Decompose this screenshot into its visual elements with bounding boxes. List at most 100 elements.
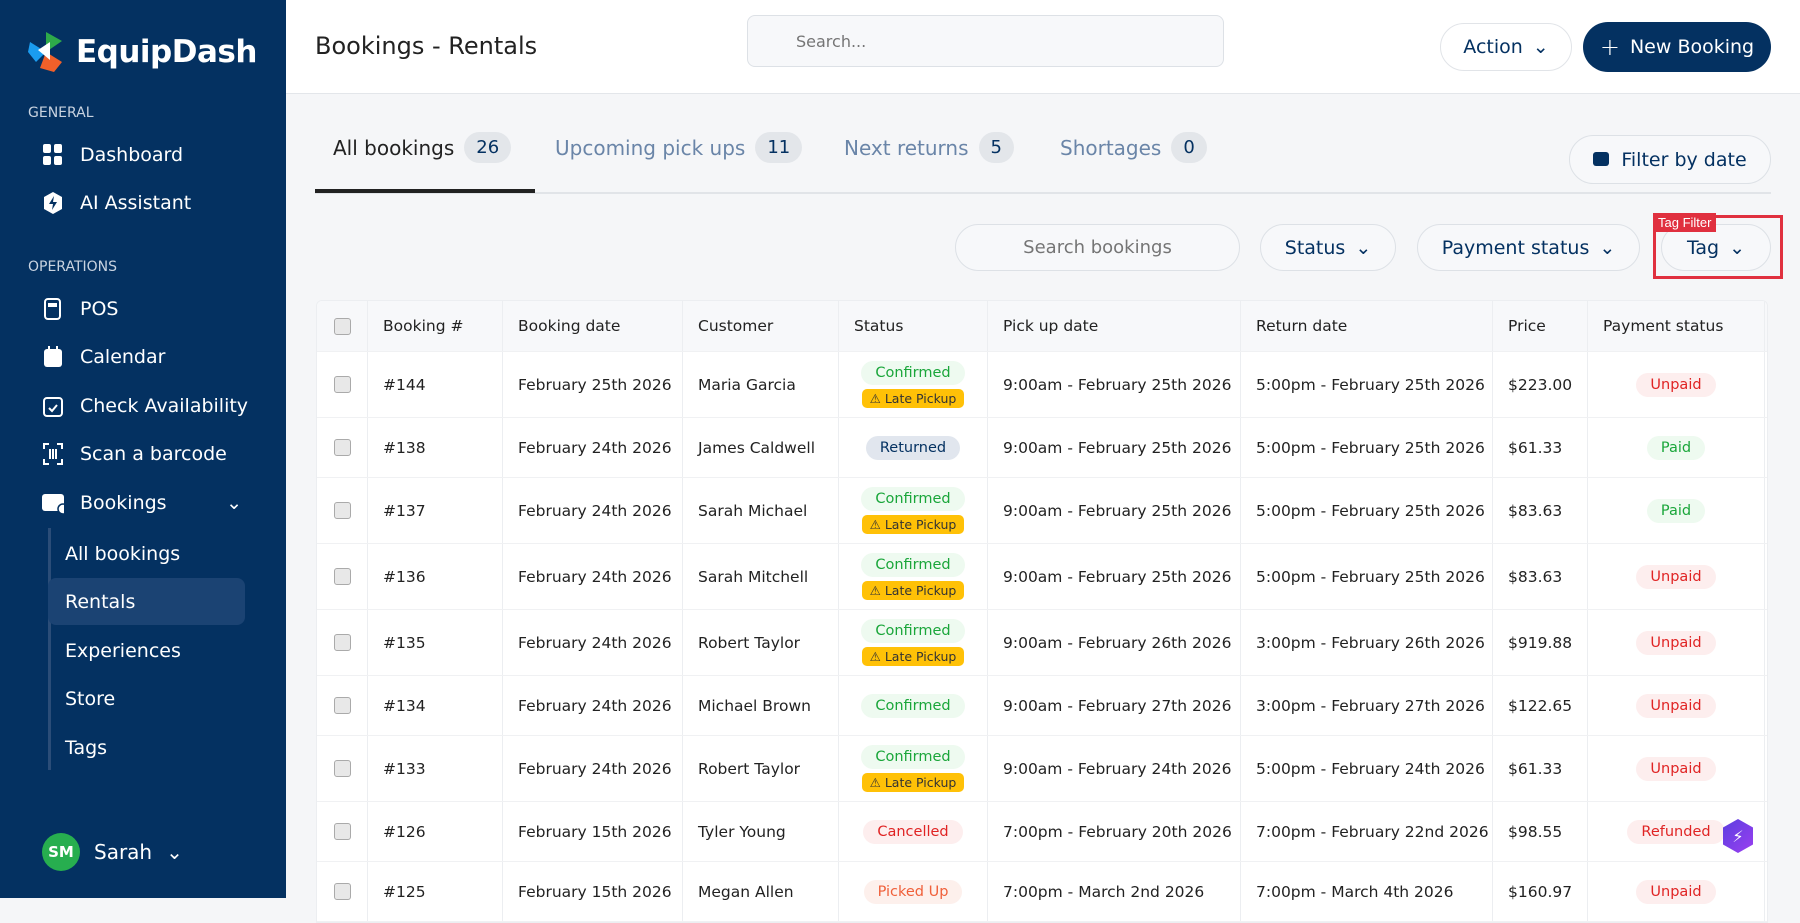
cell-customer: Sarah Michael	[683, 478, 839, 543]
cell-status: Confirmed	[839, 676, 988, 735]
column-header-customer: Customer	[683, 301, 839, 351]
sidebar-item-ai-assistant[interactable]: AI Assistant	[42, 192, 191, 214]
cell-return-date: 5:00pm - February 25th 2026	[1241, 418, 1493, 477]
status-badge: Confirmed	[861, 619, 965, 643]
cell-pickup-date: 7:00pm - February 20th 2026	[988, 802, 1241, 861]
row-checkbox[interactable]	[333, 439, 351, 456]
cell-price: $61.33	[1493, 736, 1588, 801]
sidebar-subitem-rentals[interactable]: Rentals	[48, 578, 245, 625]
cell-payment-status: Unpaid	[1588, 352, 1765, 417]
search-bookings-input[interactable]	[955, 224, 1240, 271]
sidebar-subitem-all-bookings[interactable]: All bookings	[65, 542, 181, 565]
chevron-down-icon: ⌄	[1729, 236, 1746, 259]
row-checkbox[interactable]	[333, 883, 351, 900]
cell-return-date: 3:00pm - February 26th 2026	[1241, 610, 1493, 675]
booking-number-text: #138	[383, 438, 426, 457]
sidebar-item-check-availability[interactable]: Check Availability	[42, 395, 248, 417]
cell-price: $122.65	[1493, 676, 1588, 735]
row-checkbox[interactable]	[333, 376, 351, 393]
highlight-label: Tag Filter	[1653, 213, 1717, 232]
new-booking-button[interactable]: + New Booking	[1583, 22, 1771, 72]
user-menu[interactable]: SM Sarah ⌄	[42, 833, 183, 871]
calendar-check-icon	[42, 395, 64, 417]
select-all-checkbox[interactable]	[333, 317, 351, 335]
booking-number-text: #126	[383, 822, 426, 841]
sidebar-subitem-tags[interactable]: Tags	[65, 736, 108, 759]
cell-payment-status: Unpaid	[1588, 544, 1765, 609]
cell-booking-date: February 24th 2026	[503, 736, 683, 801]
ai-assistant-fab-icon[interactable]: ⚡	[1723, 819, 1753, 853]
price-text: $919.88	[1508, 633, 1573, 652]
sidebar-subitem-store[interactable]: Store	[65, 687, 116, 710]
row-checkbox[interactable]	[333, 568, 351, 585]
sidebar-item-label: Bookings	[80, 492, 167, 514]
sidebar-item-scan-barcode[interactable]: Scan a barcode	[42, 443, 227, 465]
pos-terminal-icon	[42, 298, 64, 320]
row-checkbox[interactable]	[333, 823, 351, 840]
sidebar-subitem-experiences[interactable]: Experiences	[65, 639, 181, 662]
bookings-icon	[42, 492, 64, 514]
filter-by-date-button[interactable]: Filter by date	[1569, 135, 1771, 184]
table-row[interactable]: #134 February 24th 2026 Michael Brown Confi…	[317, 676, 1767, 736]
table-row[interactable]: #133 February 24th 2026 Robert Taylor Confi…	[317, 736, 1767, 802]
cell-status: Confirmed ⚠ Late Pickup	[839, 544, 988, 609]
tab-shortages[interactable]: Shortages 0	[1060, 132, 1207, 163]
cell-status: Confirmed ⚠ Late Pickup	[839, 478, 988, 543]
cell-return-date: 3:00pm - February 27th 2026	[1241, 676, 1493, 735]
sidebar-item-bookings[interactable]: Bookings ⌄	[42, 492, 242, 514]
cell-pickup-date: 9:00am - February 25th 2026	[988, 544, 1241, 609]
action-button[interactable]: Action ⌄	[1440, 23, 1572, 71]
table-row[interactable]: #144 February 25th 2026 Maria Garcia Confir…	[317, 352, 1767, 418]
logo[interactable]: EquipDash	[28, 32, 257, 72]
cell-booking-date: February 24th 2026	[503, 610, 683, 675]
status-badge: Picked Up	[863, 879, 963, 904]
table-row[interactable]: #126 February 15th 2026 Tyler Young Cancell…	[317, 802, 1767, 862]
tab-all-bookings[interactable]: All bookings 26	[333, 132, 512, 163]
filter-label: Status	[1284, 236, 1346, 259]
column-header-price: Price	[1493, 301, 1588, 351]
cell-payment-status: Refunded	[1588, 802, 1765, 861]
row-checkbox[interactable]	[333, 634, 351, 651]
table-row[interactable]: #138 February 24th 2026 James Caldwell Retu…	[317, 418, 1767, 478]
table-row[interactable]: #136 February 24th 2026 Sarah Mitchell Conf…	[317, 544, 1767, 610]
column-header-checkbox[interactable]	[317, 301, 368, 351]
global-search-input[interactable]	[747, 15, 1224, 67]
page-title: Bookings - Rentals	[315, 32, 538, 60]
sidebar-item-pos[interactable]: POS	[42, 298, 118, 320]
pickup-date-text: 9:00am - February 25th 2026	[1003, 567, 1232, 586]
cell-price: $83.63	[1493, 544, 1588, 609]
table-row[interactable]: #125 February 15th 2026 Megan Allen Picked …	[317, 862, 1767, 922]
cell-pickup-date: 7:00pm - March 2nd 2026	[988, 862, 1241, 921]
active-tab-indicator	[315, 189, 535, 193]
pickup-date-text: 7:00pm - February 20th 2026	[1003, 822, 1232, 841]
row-checkbox[interactable]	[333, 760, 351, 777]
filter-label: Tag	[1686, 236, 1720, 259]
cell-payment-status: Unpaid	[1588, 736, 1765, 801]
cell-price: $160.97	[1493, 862, 1588, 921]
payment-status-filter[interactable]: Payment status ⌄	[1417, 224, 1640, 271]
price-text: $83.63	[1508, 501, 1563, 520]
booking-number-text: #134	[383, 696, 426, 715]
customer-text: Robert Taylor	[698, 759, 801, 778]
sidebar-item-dashboard[interactable]: Dashboard	[42, 144, 183, 166]
cell-customer: Tyler Young	[683, 802, 839, 861]
price-text: $122.65	[1508, 696, 1573, 715]
customer-text: Tyler Young	[698, 822, 786, 841]
status-filter[interactable]: Status ⌄	[1260, 224, 1396, 271]
cell-booking-number: #125	[368, 862, 503, 921]
cell-booking-number: #134	[368, 676, 503, 735]
sidebar-item-calendar[interactable]: Calendar	[42, 346, 165, 368]
booking-number-text: #144	[383, 375, 426, 394]
tab-next-returns[interactable]: Next returns 5	[844, 132, 1014, 163]
booking-date-text: February 24th 2026	[518, 501, 672, 520]
app-name: EquipDash	[76, 34, 257, 70]
booking-date-text: February 15th 2026	[518, 882, 672, 901]
row-checkbox[interactable]	[333, 502, 351, 519]
table-row[interactable]: #135 February 24th 2026 Robert Taylor Confi…	[317, 610, 1767, 676]
tab-upcoming-pick-ups[interactable]: Upcoming pick ups 11	[555, 132, 803, 163]
cell-status: Confirmed ⚠ Late Pickup	[839, 610, 988, 675]
row-checkbox[interactable]	[333, 697, 351, 714]
cell-payment-status: Unpaid	[1588, 610, 1765, 675]
customer-text: Robert Taylor	[698, 633, 801, 652]
table-row[interactable]: #137 February 24th 2026 Sarah Michael Confi…	[317, 478, 1767, 544]
